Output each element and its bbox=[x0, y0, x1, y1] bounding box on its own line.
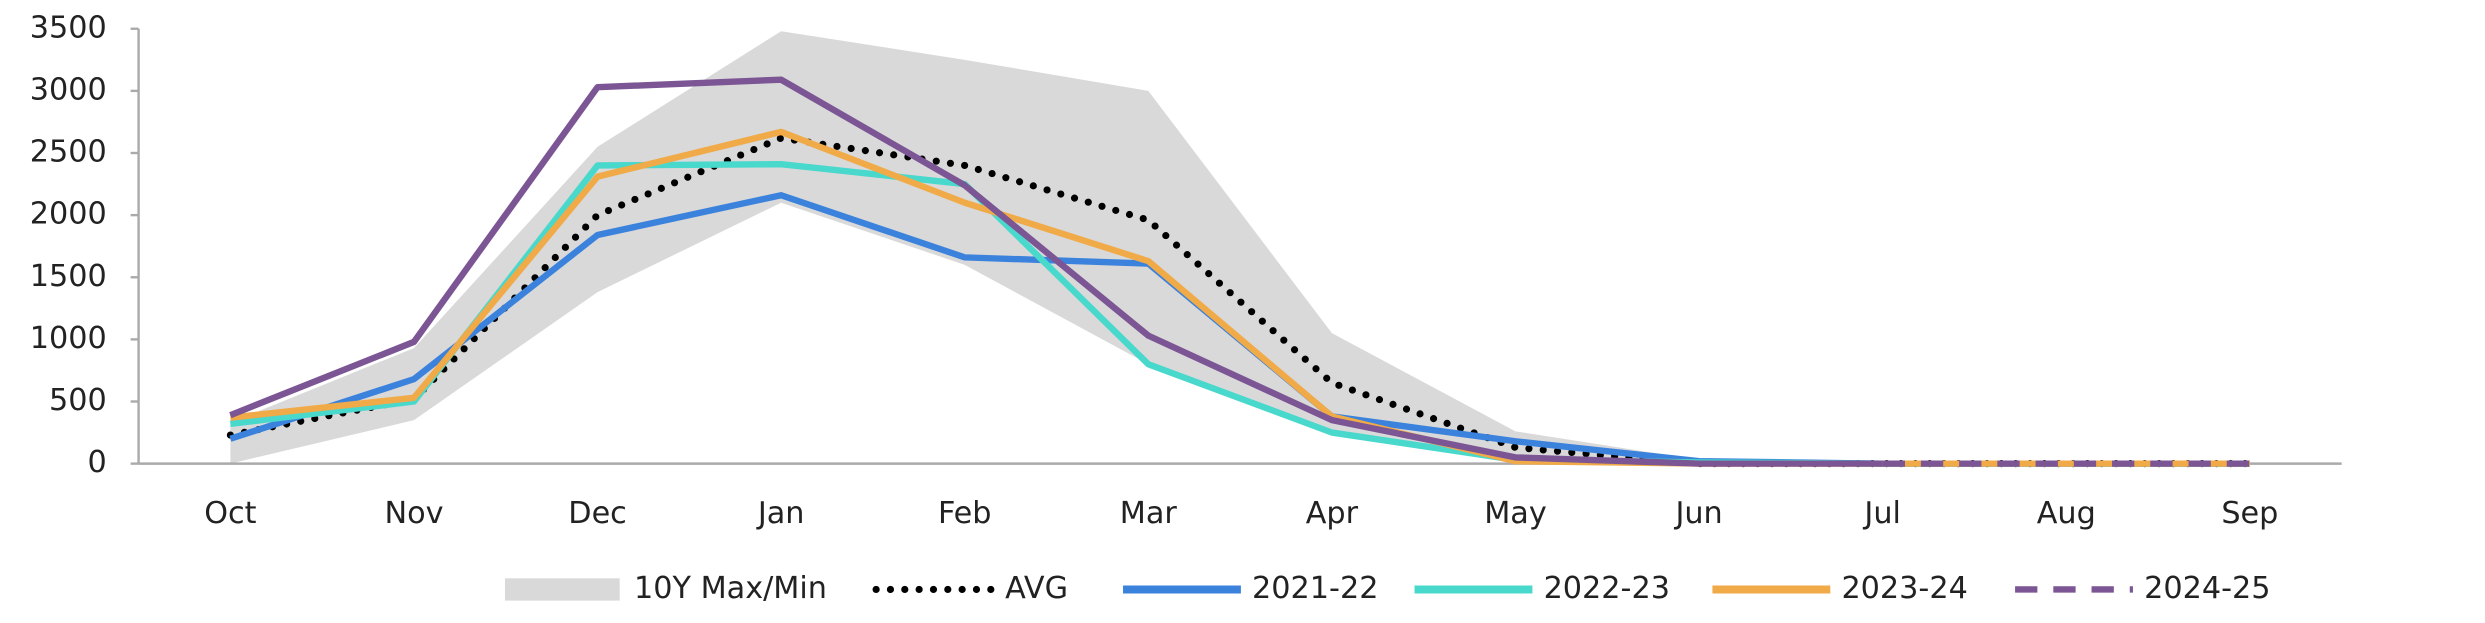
y-tick-label: 2000 bbox=[30, 197, 107, 232]
x-tick-label: Oct bbox=[204, 496, 256, 531]
y-tick-label: 3500 bbox=[30, 10, 107, 45]
x-tick-label: Mar bbox=[1120, 496, 1178, 531]
x-tick-label: Feb bbox=[938, 496, 992, 531]
series-line bbox=[229, 76, 1883, 467]
x-tick-label: Dec bbox=[568, 496, 627, 531]
max-min-band bbox=[230, 31, 2250, 464]
y-tick-label: 1500 bbox=[30, 259, 107, 294]
x-tick-label: Aug bbox=[2037, 496, 2096, 531]
legend-label: AVG bbox=[1005, 571, 1068, 606]
y-tick-label: 3000 bbox=[30, 72, 107, 107]
y-tick-label: 2500 bbox=[30, 135, 107, 170]
y-tick-label: 1000 bbox=[30, 321, 107, 356]
x-tick-label: May bbox=[1484, 496, 1547, 531]
legend-label: 2023-24 bbox=[1841, 571, 1967, 606]
x-tick-label: Sep bbox=[2221, 496, 2278, 531]
legend-label: 2022-23 bbox=[1544, 571, 1670, 606]
legend-label: 10Y Max/Min bbox=[634, 571, 827, 606]
legend-label: 2024-25 bbox=[2144, 571, 2270, 606]
x-tick-label: Jun bbox=[1673, 496, 1722, 531]
y-tick-label: 0 bbox=[87, 445, 106, 480]
legend-label: 2021-22 bbox=[1252, 571, 1378, 606]
y-tick-label: 500 bbox=[49, 383, 107, 418]
x-tick-label: Nov bbox=[384, 496, 443, 531]
x-tick-label: Jan bbox=[756, 496, 805, 531]
x-tick-label: Apr bbox=[1306, 496, 1359, 531]
x-tick-label: Jul bbox=[1862, 496, 1901, 531]
series-line bbox=[230, 128, 2250, 467]
legend-swatch bbox=[504, 578, 620, 601]
